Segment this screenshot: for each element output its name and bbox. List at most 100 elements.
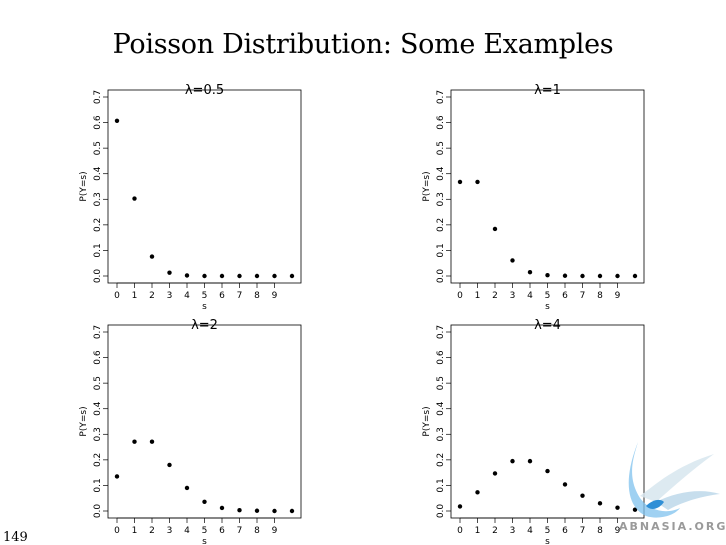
x-tick-label: 0 bbox=[114, 291, 120, 301]
y-tick-label: 0.6 bbox=[93, 115, 103, 130]
y-tick-label: 0.2 bbox=[93, 453, 103, 467]
x-tick-label: 4 bbox=[184, 291, 190, 301]
y-tick-label: 0.2 bbox=[436, 453, 446, 467]
data-point bbox=[615, 273, 620, 279]
data-point bbox=[580, 493, 585, 498]
x-tick-label: 9 bbox=[272, 526, 278, 536]
plot-frame bbox=[450, 89, 645, 284]
y-tick-label: 0.2 bbox=[93, 218, 103, 232]
data-point bbox=[114, 474, 120, 479]
data-point bbox=[237, 508, 242, 513]
chart-title: λ=2 bbox=[191, 318, 218, 333]
x-tick-label: 9 bbox=[615, 526, 621, 536]
x-tick-label: 4 bbox=[527, 291, 533, 301]
data-point bbox=[615, 505, 620, 510]
y-tick-label: 0.1 bbox=[436, 478, 446, 492]
chart-panel-4: λ=4 0 1 2 3 4 5 6 7 8 9 s 0.0 0.1 0.2 0.3 0.4 0.5 0.6 0.7 P(… bbox=[422, 318, 645, 545]
data-point bbox=[545, 273, 550, 278]
x-axis-label: s bbox=[202, 302, 207, 312]
y-tick-label: 0.0 bbox=[436, 504, 446, 519]
x-tick-label: 5 bbox=[545, 291, 551, 301]
data-point bbox=[492, 226, 498, 232]
chart-title: λ=0.5 bbox=[185, 83, 224, 98]
plot-frame bbox=[107, 324, 302, 519]
y-tick-label: 0.4 bbox=[436, 166, 446, 181]
x-tick-label: 2 bbox=[149, 526, 155, 536]
chart-title: λ=4 bbox=[534, 318, 561, 333]
chart-title: λ=1 bbox=[534, 83, 561, 98]
data-point bbox=[562, 482, 568, 487]
x-tick-label: 1 bbox=[475, 291, 481, 301]
y-tick-label: 0.7 bbox=[93, 90, 103, 104]
y-tick-label: 0.3 bbox=[93, 427, 103, 441]
x-axis-label: s bbox=[545, 302, 550, 312]
x-tick-label: 8 bbox=[597, 291, 603, 301]
x-tick-label: 6 bbox=[562, 291, 568, 301]
x-tick-label: 2 bbox=[492, 526, 498, 536]
y-tick-label: 0.5 bbox=[436, 376, 446, 390]
data-point bbox=[149, 439, 155, 444]
x-tick-label: 5 bbox=[202, 526, 208, 536]
x-tick-label: 7 bbox=[237, 291, 243, 301]
x-tick-label: 9 bbox=[615, 291, 621, 301]
data-point bbox=[254, 273, 260, 279]
y-axis-label: P(Y=s) bbox=[79, 171, 89, 201]
data-point bbox=[202, 499, 207, 504]
data-point bbox=[167, 462, 172, 468]
y-tick-label: 0.5 bbox=[93, 376, 103, 390]
bird-logo-icon bbox=[628, 442, 720, 518]
x-tick-label: 1 bbox=[132, 526, 138, 536]
x-axis-label: s bbox=[202, 537, 207, 545]
y-tick-label: 0.3 bbox=[93, 192, 103, 206]
data-point bbox=[114, 118, 120, 123]
data-point bbox=[527, 269, 533, 275]
y-tick-label: 0.4 bbox=[93, 401, 103, 416]
y-tick-label: 0.7 bbox=[436, 325, 446, 339]
data-point bbox=[545, 468, 550, 474]
x-tick-label: 8 bbox=[597, 526, 603, 536]
y-tick-label: 0.1 bbox=[436, 243, 446, 257]
y-tick-label: 0.3 bbox=[436, 427, 446, 441]
x-tick-label: 7 bbox=[580, 291, 586, 301]
y-axis-label: P(Y=s) bbox=[422, 171, 432, 201]
x-tick-label: 1 bbox=[475, 526, 481, 536]
data-point bbox=[597, 501, 603, 506]
y-tick-label: 0.4 bbox=[93, 166, 103, 181]
data-point bbox=[475, 179, 480, 185]
data-point bbox=[184, 485, 190, 491]
x-tick-label: 6 bbox=[219, 291, 225, 301]
y-axis-label: P(Y=s) bbox=[79, 406, 89, 436]
chart-panel-1: λ=0.5 0 1 2 3 4 5 6 7 8 9 s 0.0 0.1 0.2 0.3 0.4 0.5 0.6 0.7… bbox=[79, 83, 302, 312]
y-axis-label: P(Y=s) bbox=[422, 406, 432, 436]
watermark-text: ABNASIA.ORG bbox=[619, 520, 726, 533]
x-tick-label: 0 bbox=[114, 526, 120, 536]
data-point bbox=[272, 508, 277, 514]
x-tick-label: 6 bbox=[562, 526, 568, 536]
x-tick-label: 4 bbox=[527, 526, 533, 536]
y-tick-label: 0.4 bbox=[436, 401, 446, 416]
data-point bbox=[510, 258, 515, 263]
x-tick-label: 8 bbox=[254, 291, 260, 301]
data-point bbox=[492, 471, 498, 476]
data-point bbox=[632, 507, 638, 512]
data-point bbox=[457, 179, 463, 185]
x-tick-label: 2 bbox=[492, 291, 498, 301]
y-tick-label: 0.1 bbox=[93, 478, 103, 492]
y-tick-label: 0.2 bbox=[436, 218, 446, 232]
data-point bbox=[510, 458, 515, 464]
y-tick-label: 0.5 bbox=[436, 141, 446, 155]
x-tick-label: 7 bbox=[580, 526, 586, 536]
x-tick-label: 1 bbox=[132, 291, 138, 301]
data-point bbox=[132, 439, 137, 444]
y-tick-label: 0.0 bbox=[93, 504, 103, 519]
x-tick-label: 8 bbox=[254, 526, 260, 536]
y-tick-label: 0.7 bbox=[93, 325, 103, 339]
x-tick-label: 3 bbox=[510, 526, 516, 536]
x-tick-label: 6 bbox=[219, 526, 225, 536]
page-number: 149 bbox=[3, 530, 28, 545]
data-point bbox=[237, 273, 242, 279]
y-tick-label: 0.0 bbox=[436, 269, 446, 284]
x-axis-label: s bbox=[545, 537, 550, 545]
chart-panel-3: λ=2 0 1 2 3 4 5 6 7 8 9 s 0.0 0.1 0.2 0.3 0.4 0.5 0.6 0.7 P(… bbox=[79, 318, 302, 545]
